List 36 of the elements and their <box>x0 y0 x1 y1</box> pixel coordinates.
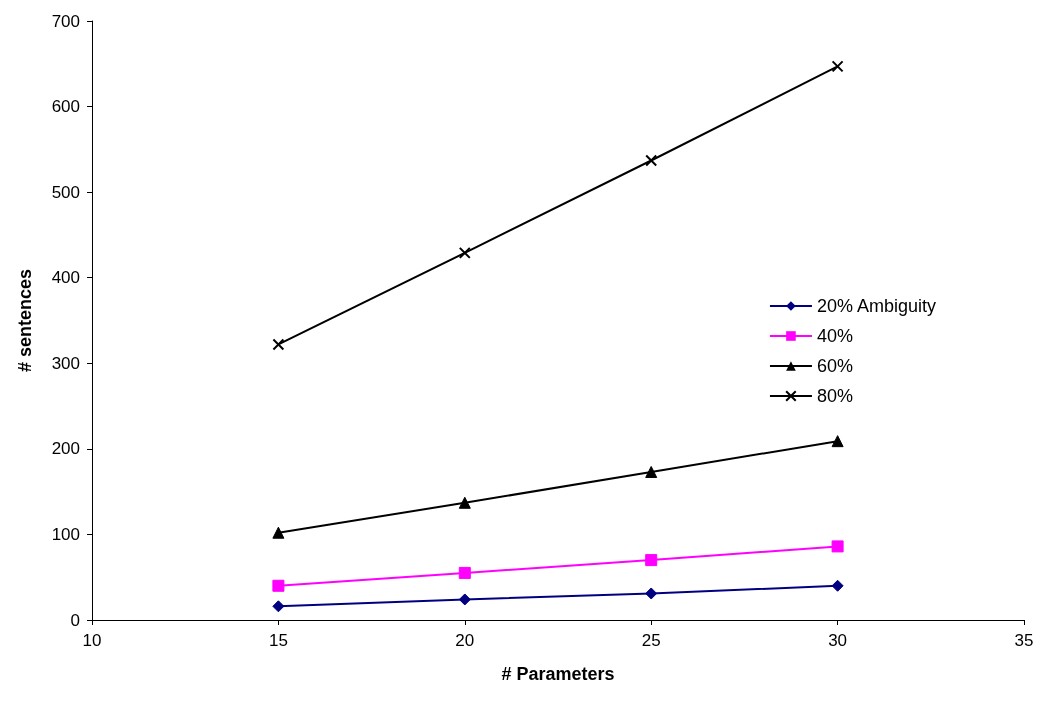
x-tick-label: 30 <box>828 631 848 650</box>
y-tick-label: 700 <box>51 11 80 31</box>
y-tick-label: 500 <box>51 182 80 202</box>
x-axis-title: # Parameters <box>501 664 615 684</box>
point <box>645 465 658 478</box>
point <box>272 526 285 539</box>
point <box>831 579 844 592</box>
y-axis-title: # sentences <box>15 268 35 373</box>
y-tick-label: 400 <box>51 268 80 288</box>
x-tick-label: 10 <box>82 631 102 650</box>
point <box>645 154 658 167</box>
x-tick-label: 25 <box>641 631 661 650</box>
point <box>645 554 658 567</box>
y-tick-label: 600 <box>51 97 80 117</box>
point <box>272 579 285 592</box>
y-tick-label: 200 <box>51 439 80 459</box>
y-tick-label: 0 <box>70 610 80 630</box>
x-tick-label: 35 <box>1014 631 1034 650</box>
point <box>272 600 285 613</box>
legend-label: 40% <box>816 326 853 346</box>
point <box>831 435 844 448</box>
legend-label: 80% <box>816 386 853 406</box>
legend-label: 20% Ambiguity <box>816 296 937 316</box>
point <box>458 566 471 579</box>
point <box>458 496 471 509</box>
point <box>458 593 471 606</box>
point <box>272 338 285 351</box>
y-tick-label: 100 <box>51 524 80 544</box>
y-tick-label: 300 <box>51 353 80 373</box>
point <box>458 246 471 259</box>
point <box>831 540 844 553</box>
point <box>645 587 658 600</box>
x-tick-label: 20 <box>455 631 475 650</box>
point <box>831 60 844 73</box>
legend-label: 60% <box>816 356 853 376</box>
x-tick-label: 15 <box>268 631 288 650</box>
